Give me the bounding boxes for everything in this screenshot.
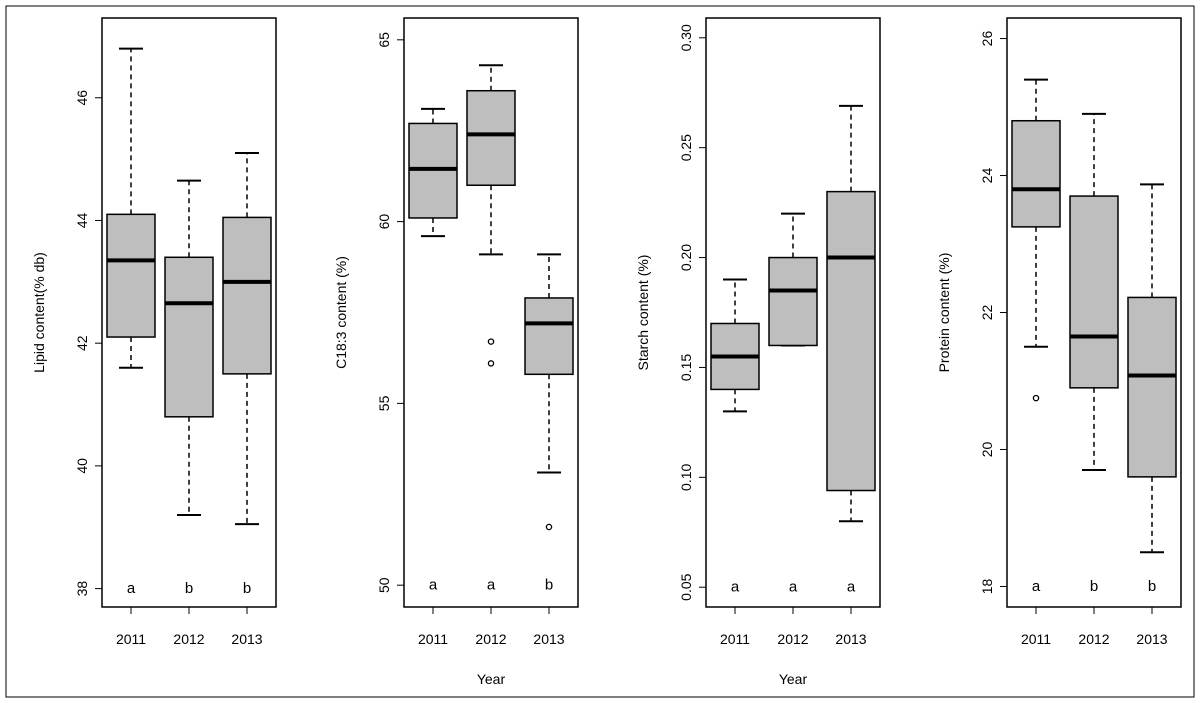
box-2013 [222, 151, 272, 526]
box-2012 [1069, 112, 1119, 472]
iqr-box [826, 190, 876, 492]
group-letter: b [1148, 578, 1156, 595]
group-letter: a [789, 579, 798, 596]
group-letter: b [243, 580, 251, 597]
box-2011 [408, 107, 458, 238]
y-tick-label: 22 [979, 305, 995, 321]
y-tick-label: 46 [74, 90, 90, 106]
outlier-point [487, 338, 495, 345]
y-tick-label: 0.10 [678, 463, 694, 490]
iqr-box [1069, 195, 1119, 389]
x-axis-label: Year [477, 671, 506, 687]
iqr-box [106, 213, 156, 338]
y-tick-label: 50 [376, 577, 392, 593]
y-axis-label: Protein content (%) [936, 253, 952, 373]
box-2012 [164, 179, 214, 516]
group-letter: a [127, 580, 136, 597]
box-2012 [768, 212, 818, 347]
box-2013 [524, 253, 574, 531]
x-tick-label: 2013 [1136, 631, 1167, 647]
box-2011 [106, 47, 156, 369]
y-tick-label: 0.15 [678, 354, 694, 381]
box-2012 [466, 64, 516, 367]
iqr-box [1011, 119, 1061, 228]
y-tick-label: 0.20 [678, 244, 694, 271]
x-tick-label: 2013 [231, 631, 262, 647]
group-letter: b [545, 577, 553, 594]
y-tick-label: 26 [979, 31, 995, 47]
x-tick-label: 2013 [835, 631, 866, 647]
iqr-box [524, 297, 574, 376]
y-tick-label: 38 [74, 581, 90, 597]
x-tick-label: 2013 [533, 631, 564, 647]
box-2011 [710, 278, 760, 413]
y-tick-label: 0.05 [678, 573, 694, 600]
y-tick-label: 20 [979, 441, 995, 457]
y-tick-label: 42 [74, 335, 90, 351]
group-letter: a [487, 577, 496, 594]
x-tick-label: 2011 [418, 631, 448, 647]
y-tick-label: 55 [376, 395, 392, 411]
box-2013 [826, 104, 876, 523]
box-2013 [1127, 183, 1177, 554]
y-tick-label: 44 [74, 212, 90, 228]
group-letter: a [847, 579, 856, 596]
y-tick-label: 40 [74, 458, 90, 474]
iqr-box [164, 256, 214, 418]
outlier-point [545, 523, 553, 531]
box-2011 [1011, 78, 1061, 402]
y-tick-label: 0.30 [678, 24, 694, 51]
y-tick-label: 65 [376, 32, 392, 48]
outlier-point [487, 360, 495, 367]
panel-1: 38 40 42 44 46 Lipid content(% db) 2011 2012 201… [31, 17, 277, 647]
y-tick-label: 18 [979, 578, 995, 594]
x-tick-label: 2012 [475, 631, 506, 647]
group-letter: a [429, 577, 438, 594]
y-axis-label: Lipid content(% db) [31, 252, 47, 373]
group-letter: a [1032, 578, 1041, 595]
iqr-box [466, 89, 516, 186]
iqr-box [768, 256, 818, 347]
x-tick-label: 2011 [116, 631, 146, 647]
y-tick-label: 24 [979, 168, 995, 184]
x-tick-label: 2012 [173, 631, 204, 647]
panel-3: 0.05 0.10 0.15 0.20 0.25 0.30 Starch content (… [635, 17, 881, 687]
y-axis-label: Starch content (%) [635, 255, 651, 371]
y-tick-label: 60 [376, 214, 392, 230]
iqr-box [222, 216, 272, 375]
group-letter: a [731, 579, 740, 596]
panel-2: 50 55 60 65 C18:3 content (%) 2011 2012 2013 Yea… [333, 17, 579, 687]
x-tick-label: 2011 [1021, 631, 1051, 647]
x-tick-label: 2012 [777, 631, 808, 647]
outlier-point [1032, 394, 1040, 402]
group-letter: b [1090, 578, 1098, 595]
x-tick-label: 2011 [720, 631, 750, 647]
group-letter: b [185, 580, 193, 597]
x-axis-label: Year [779, 671, 808, 687]
x-tick-label: 2012 [1078, 631, 1109, 647]
y-axis-label: C18:3 content (%) [333, 256, 349, 369]
y-tick-label: 0.25 [678, 134, 694, 161]
iqr-box [1127, 296, 1177, 478]
panel-4: 18 20 22 24 26 Protein content (%) 2011 2012 201… [936, 17, 1182, 647]
